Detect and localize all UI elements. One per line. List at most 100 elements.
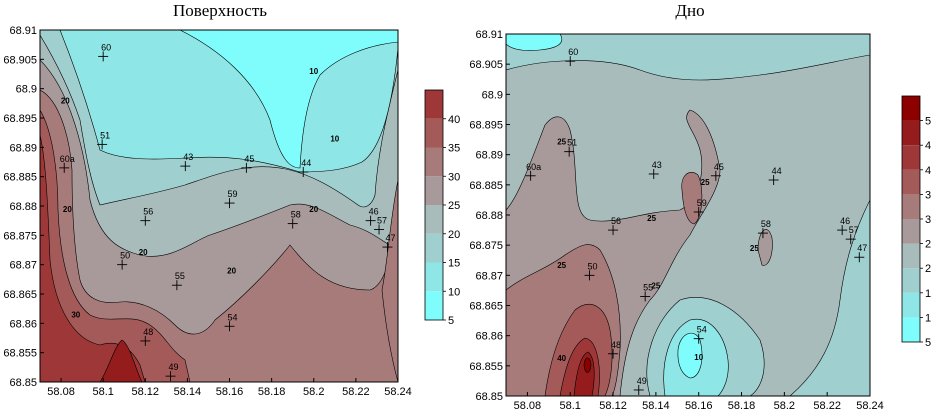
station-label: 54 [228, 312, 238, 322]
station-marker: 56 [140, 207, 153, 226]
colorbar-tick-label: 20 [925, 263, 931, 275]
station-marker: 43 [180, 152, 193, 172]
station-label: 59 [697, 198, 707, 208]
colorbar-tick-label: 40 [925, 165, 931, 177]
contour-label: 20 [139, 248, 148, 257]
station-marker: 43 [648, 160, 662, 179]
bottom-panel: Дно 68.9168.90568.968.89568.8968.88568.8… [469, 1, 931, 412]
colorbar-band [902, 292, 920, 318]
contour-label: 25 [557, 261, 566, 270]
station-marker: 51 [97, 130, 110, 150]
colorbar-band [425, 262, 443, 292]
y-tick-label: 68.9 [482, 89, 503, 101]
contour-label: 25 [651, 282, 660, 291]
colorbar-band [425, 233, 443, 263]
x-tick-label: 58.24 [384, 386, 412, 398]
y-tick-label: 68.895 [3, 113, 37, 125]
bottom-x-ticks: 58.08 58.1 58.12 58.14 58.16 58.18 58.2 58.22 58… [514, 392, 884, 412]
colorbar-band [902, 169, 920, 195]
contour-label: 10 [694, 353, 703, 362]
station-marker: 55 [640, 282, 653, 302]
contour-label: 25 [647, 214, 656, 223]
y-tick-label: 68.91 [9, 25, 37, 37]
station-marker: 45 [710, 162, 724, 181]
colorbar-band [425, 205, 443, 234]
x-tick-label: 58.22 [342, 386, 370, 398]
station-label: 60a [60, 154, 75, 164]
station-marker: 60a [59, 154, 75, 173]
station-marker: 54 [693, 325, 707, 344]
y-tick-label: 68.885 [469, 180, 503, 192]
x-tick-label: 58.18 [728, 400, 756, 412]
y-tick-label: 68.86 [9, 318, 37, 330]
station-label: 57 [849, 225, 859, 235]
colorbar-tick-label: 10 [448, 286, 460, 298]
contour-label: 10 [309, 67, 318, 76]
station-label: 56 [611, 216, 621, 226]
bottom-contour-fill [506, 34, 870, 396]
station-label: 50 [120, 251, 130, 261]
station-label: 43 [652, 160, 662, 170]
station-marker: 48 [608, 340, 621, 359]
station-label: 44 [772, 166, 782, 176]
bottom-title: Дно [675, 1, 704, 20]
y-tick-label: 68.91 [475, 29, 503, 41]
colorbar-band [425, 176, 443, 205]
x-tick-label: 58.18 [258, 386, 286, 398]
station-label: 54 [697, 325, 707, 335]
surface-colorbar: 5 10 15 20 25 30 35 40 [424, 89, 460, 327]
station-marker: 44 [298, 158, 311, 177]
colorbar-tick-label: 45 [925, 140, 931, 152]
colorbar-tick-label: 15 [448, 258, 460, 270]
station-label: 60 [101, 42, 111, 52]
x-tick-label: 58.12 [132, 386, 160, 398]
station-marker: 58 [757, 219, 771, 239]
x-tick-label: 58.1 [92, 386, 113, 398]
station-label: 44 [301, 158, 311, 168]
contour-label: 10 [330, 135, 339, 144]
station-label: 58 [761, 219, 771, 229]
station-label: 45 [244, 154, 254, 164]
colorbar-tick-label: 15 [925, 288, 931, 300]
colorbar-band [902, 317, 920, 342]
station-label: 49 [637, 376, 647, 386]
y-tick-label: 68.875 [3, 230, 37, 242]
station-label: 46 [840, 216, 850, 226]
colorbar-band [902, 243, 920, 269]
station-marker: 44 [768, 166, 782, 186]
x-tick-label: 58.22 [813, 400, 841, 412]
bottom-contour-labels: 25 25 25 25 25 25 40 10 [557, 137, 759, 363]
contour-label: 25 [750, 244, 759, 253]
station-marker: 50 [584, 261, 598, 281]
colorbar-band [425, 118, 443, 148]
colorbar-tick-label: 40 [448, 114, 460, 126]
station-marker: 49 [633, 376, 647, 395]
y-tick-label: 68.865 [3, 289, 37, 301]
y-tick-label: 68.89 [475, 150, 503, 162]
y-tick-label: 68.885 [3, 172, 37, 184]
station-label: 56 [143, 207, 153, 217]
colorbar-band [425, 291, 443, 320]
colorbar-tick-label: 10 [925, 312, 931, 324]
colorbar-tick-label: 50 [925, 116, 931, 128]
bottom-colorbar: 5 10 15 20 25 30 35 40 45 50 [901, 95, 931, 349]
colorbar-band [902, 268, 920, 293]
y-tick-label: 68.9 [16, 84, 37, 96]
colorbar-band [902, 145, 920, 170]
y-tick-label: 68.86 [475, 331, 503, 343]
colorbar-tick-label: 30 [925, 214, 931, 226]
y-tick-label: 68.855 [3, 348, 37, 360]
surface-contour-labels: 10 10 20 20 20 20 20 30 [61, 67, 340, 319]
surface-contour-fill [40, 30, 398, 382]
x-tick-label: 58.16 [685, 400, 713, 412]
y-tick-label: 68.895 [469, 120, 503, 132]
station-label: 58 [291, 210, 301, 220]
surface-x-ticks: 58.08 58.1 58.12 58.14 58.16 58.18 58.2 58.22 58… [47, 378, 412, 398]
station-marker: 45 [241, 154, 254, 173]
y-tick-label: 68.875 [469, 240, 503, 252]
colorbar-band [902, 194, 920, 219]
station-label: 55 [643, 282, 653, 292]
colorbar-tick-label: 35 [448, 143, 460, 155]
station-marker: 46 [837, 216, 850, 236]
